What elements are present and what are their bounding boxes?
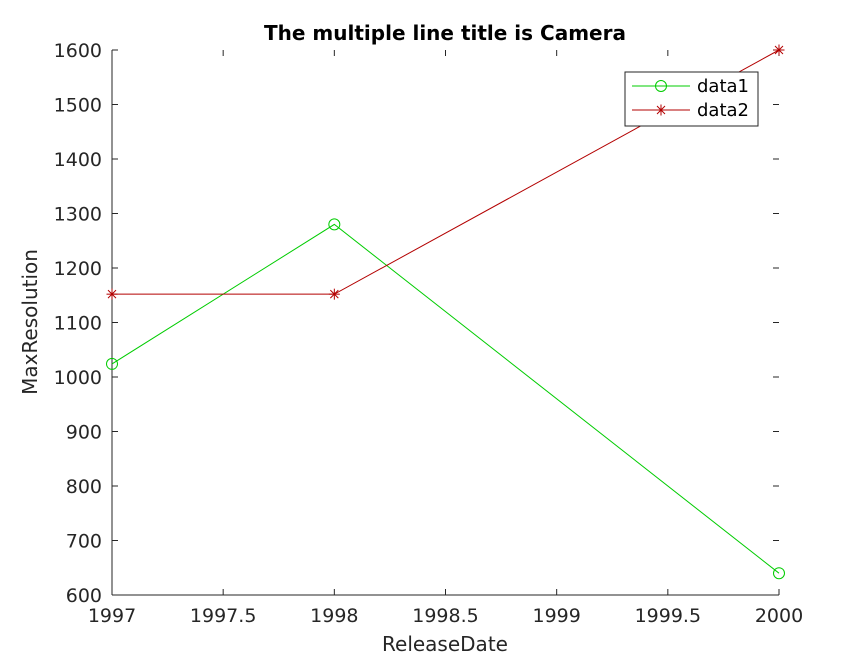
legend-marker-data1: [655, 80, 667, 92]
chart-title: The multiple line title is Camera: [264, 21, 626, 45]
legend-label-data2: data2: [697, 100, 749, 121]
series-line-data1: [111, 223, 780, 574]
y-tick-label: 1000: [54, 367, 102, 389]
x-tick-label: 1998: [310, 605, 358, 627]
y-tick-label: 1100: [54, 313, 102, 335]
data-point-data1: [106, 357, 118, 370]
x-tick-label: 1999.5: [635, 605, 701, 627]
y-tick-label: 900: [66, 422, 102, 444]
y-tick-label: 700: [66, 531, 102, 553]
y-ticks: 600 700 800 900 1000 1100 1200 1300 1400 1500 1600: [54, 40, 779, 607]
y-tick-label: 800: [66, 476, 102, 498]
legend-marker-data2: [655, 104, 667, 116]
legend-marker-data2-stroke: [656, 105, 666, 115]
legend: data1 data2: [624, 71, 759, 127]
x-axis-label: ReleaseDate: [382, 632, 508, 656]
y-tick-label: 1600: [54, 40, 102, 62]
data-point-data2-stroke: [107, 289, 117, 299]
x-tick-label: 1998.5: [412, 605, 478, 627]
y-tick-label: 1200: [54, 258, 102, 280]
data-point-data2: [328, 288, 340, 300]
y-tick-label: 1500: [54, 95, 102, 117]
y-tick-label: 1300: [54, 204, 102, 226]
data-point-data1: [328, 218, 341, 231]
y-axis-label: MaxResolution: [18, 249, 42, 395]
data-point-data2: [773, 44, 785, 56]
data-point-data1: [773, 567, 785, 580]
legend-label-data1: data1: [697, 76, 749, 97]
plot-background: [112, 50, 779, 595]
legend-box: [624, 71, 759, 127]
x-tick-label: 1997: [88, 605, 136, 627]
y-tick-label: 600: [66, 585, 102, 607]
x-tick-label: 1997.5: [190, 605, 256, 627]
data-point-data2-stroke: [329, 289, 339, 299]
series-lines: [106, 44, 785, 580]
y-tick-label: 1400: [54, 149, 102, 171]
x-tick-label: 2000: [755, 605, 803, 627]
data-point-data2-stroke: [774, 45, 784, 55]
x-tick-label: 1999: [532, 605, 580, 627]
data-point-data2: [106, 288, 118, 300]
x-ticks: 1997 1997.5 1998 1998.5 1999 1999.5 2000: [88, 50, 803, 627]
